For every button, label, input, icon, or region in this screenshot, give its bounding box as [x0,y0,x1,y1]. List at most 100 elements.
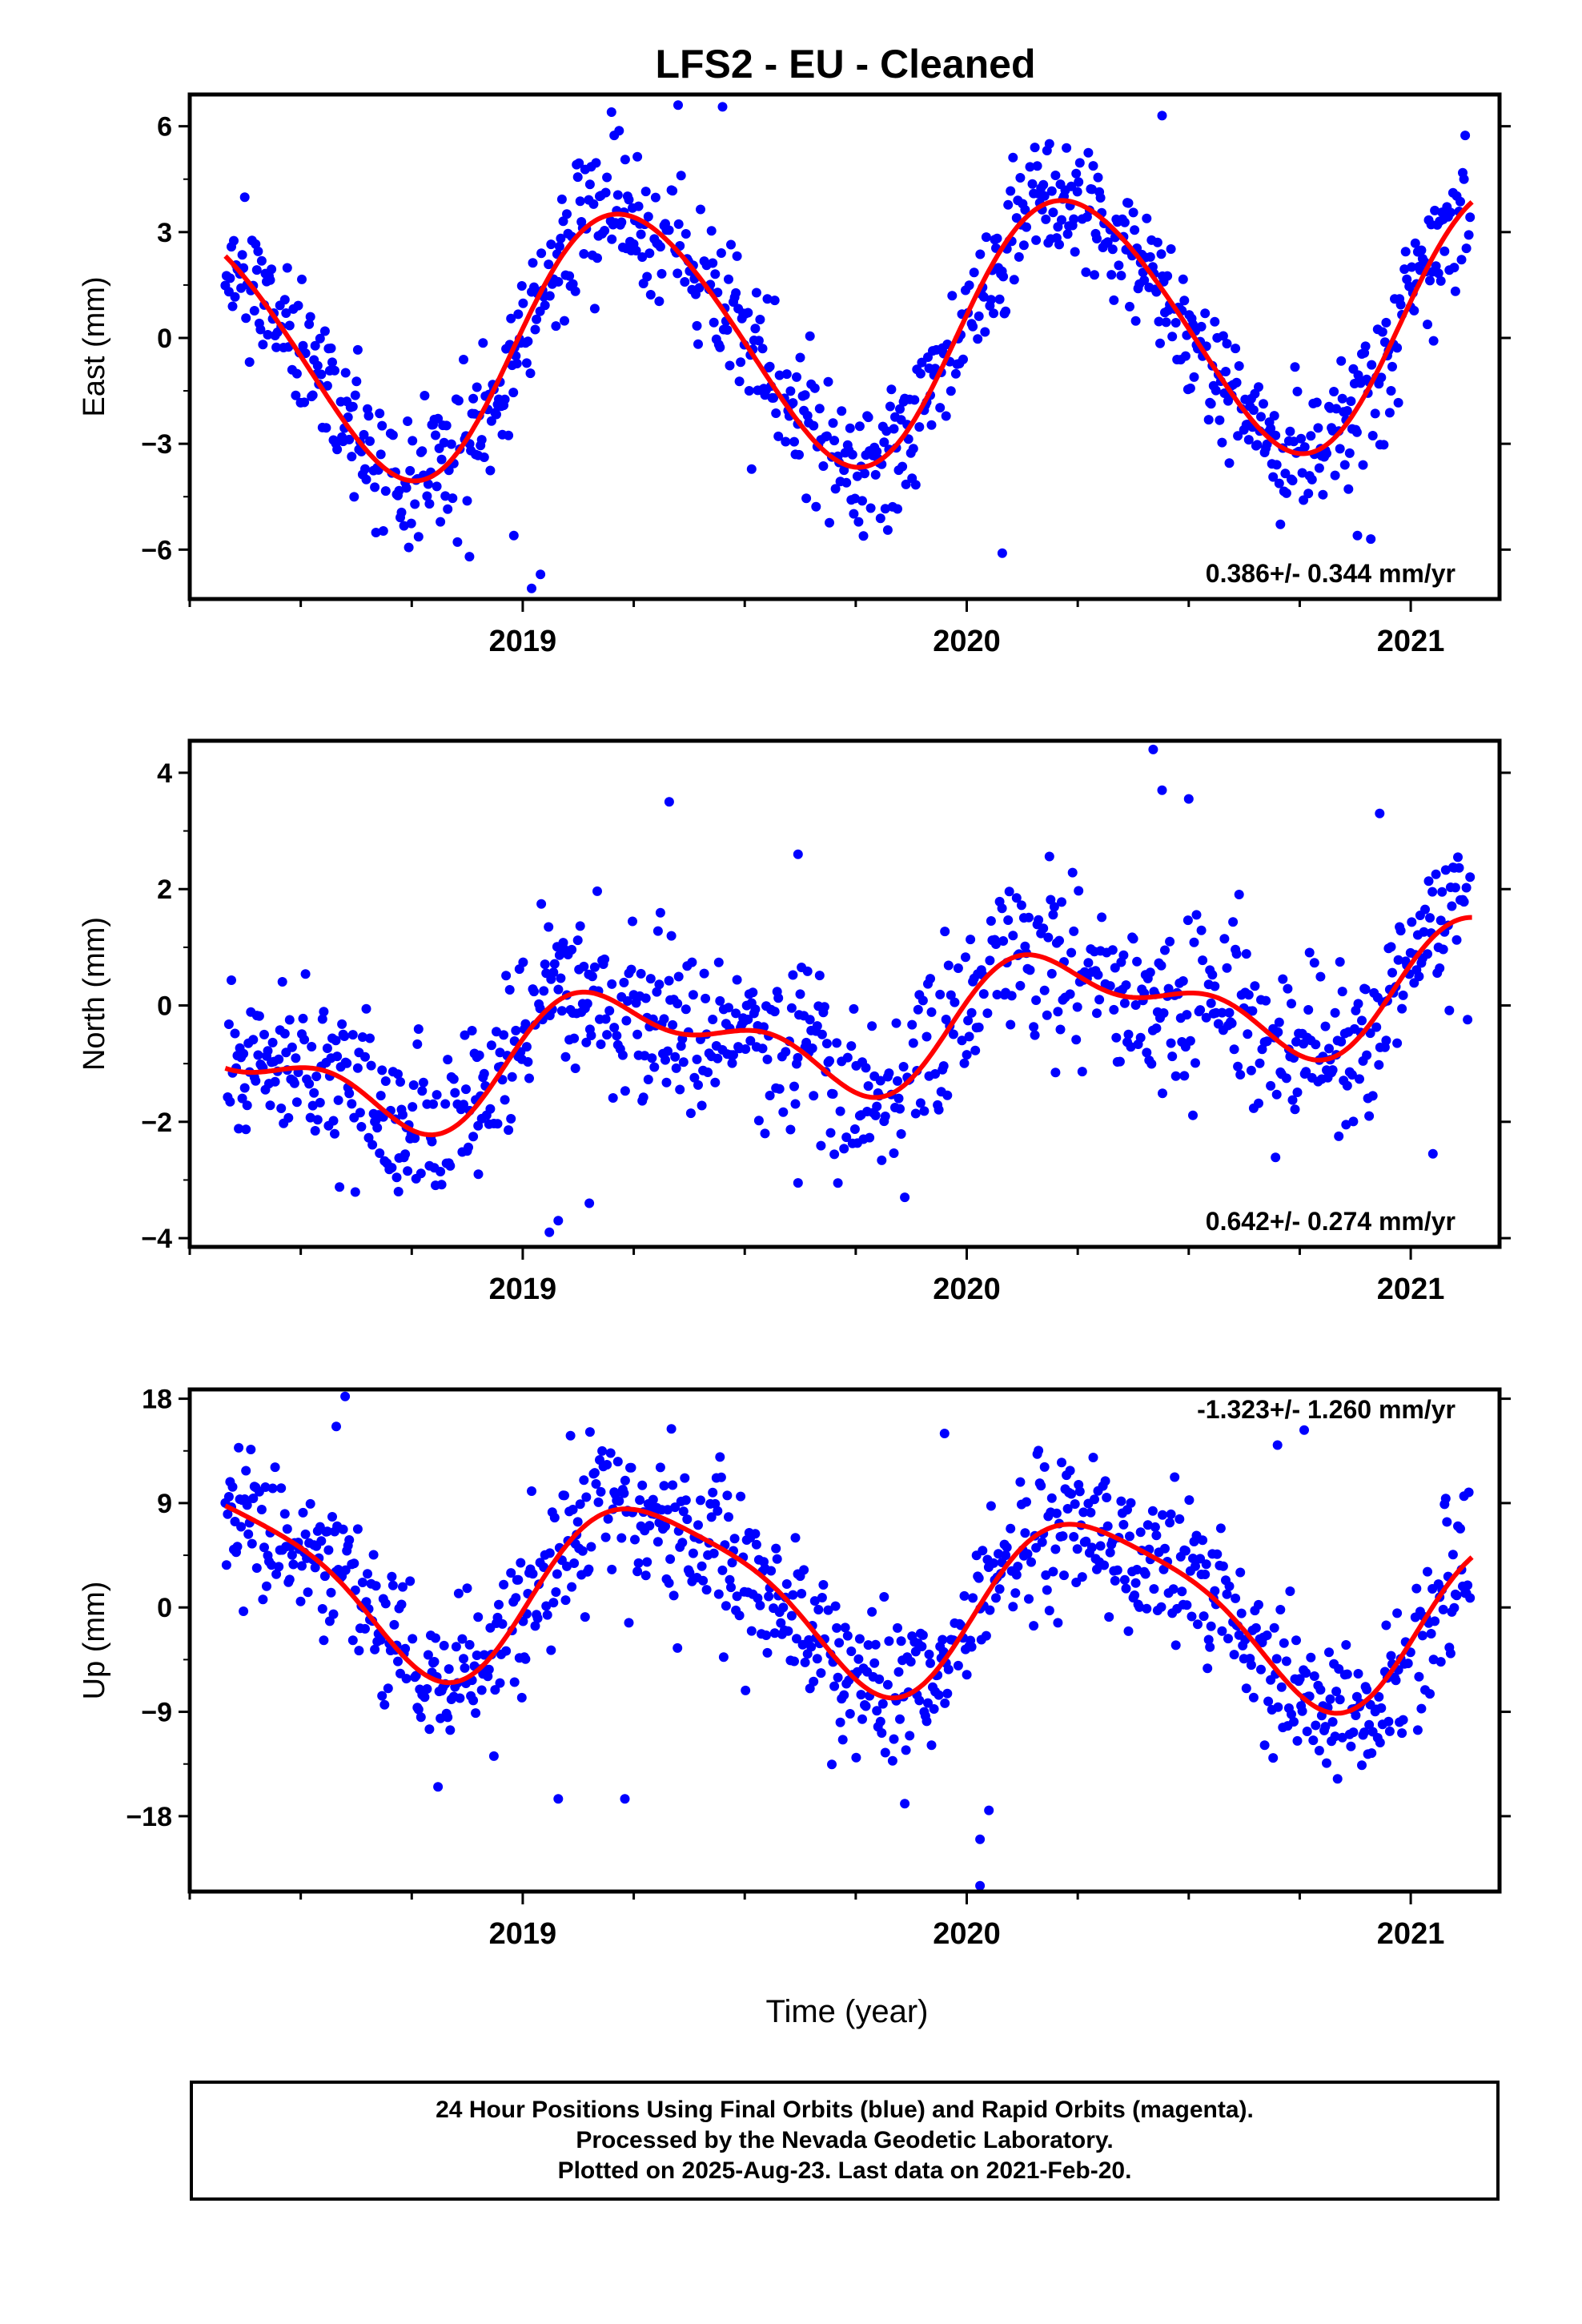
north-point [617,1050,628,1060]
east-point [1425,275,1435,286]
east-point [1336,356,1347,366]
east-point [227,301,238,312]
north-point [291,1097,302,1108]
north-point [1420,904,1430,915]
east-point [1306,431,1316,441]
up-point [715,1452,725,1462]
up-point [817,1593,827,1602]
up-point [506,1568,516,1578]
up-point [942,1688,953,1699]
east-point [631,246,641,255]
north-point [1132,956,1142,967]
east-point [556,194,567,204]
north-point [1254,1098,1263,1108]
up-point [424,1724,435,1735]
east-point [420,391,430,400]
north-point [586,1031,596,1040]
east-point [1003,199,1014,210]
east-point [897,461,908,472]
east-point [1407,262,1417,272]
north-point [544,922,554,932]
up-point [985,1605,995,1615]
north-point [413,1024,424,1034]
east-point [417,446,428,456]
east-point [1086,184,1097,195]
east-point [375,449,386,460]
east-point [478,338,488,348]
north-point [801,1037,812,1047]
up-point [644,1521,655,1531]
north-point [713,1053,723,1063]
north-point [1247,1006,1258,1016]
up-point [727,1558,737,1568]
north-rate-label: 0.642+/- 0.274 mm/yr [1206,1207,1456,1236]
east-point [399,521,409,531]
up-point [1428,1655,1439,1665]
north-point [287,1042,297,1052]
up-point [1425,1689,1435,1699]
north-point [499,1030,509,1040]
east-point [344,434,355,444]
north-point [1435,915,1446,926]
east-point [554,241,564,251]
east-point [753,336,764,346]
north-point [692,1054,702,1064]
up-point [431,1633,440,1643]
up-point [305,1498,315,1509]
footer-line-1: 24 Hour Positions Using Final Orbits (bl… [436,2097,1254,2123]
east-point [645,290,656,300]
up-point [854,1634,865,1644]
up-point [1351,1711,1361,1720]
north-point [311,1072,322,1082]
east-point [312,360,323,371]
up-point [1332,1774,1343,1784]
north-point [1130,1000,1141,1010]
north-point [1206,998,1216,1008]
up-point [297,1561,307,1571]
up-point [989,1558,998,1568]
east-point [1069,214,1079,224]
east-point [1399,264,1410,275]
east-point [1081,267,1091,277]
east-point [947,291,958,301]
east-point [1014,251,1024,262]
east-point [591,158,601,168]
north-point [1229,1044,1239,1055]
north-point [997,903,1007,914]
north-point [875,1076,885,1086]
east-point [1022,222,1031,232]
north-point [1003,915,1014,925]
north-point [1057,897,1066,907]
east-point [347,452,357,462]
east-point [774,370,785,380]
north-point [1054,935,1064,946]
east-point [378,526,388,536]
up-point [612,1457,623,1467]
east-point [413,532,424,542]
up-point [938,1634,948,1645]
up-point [322,1526,332,1537]
east-y-tick-label: −6 [141,535,172,565]
north-point [785,1124,796,1135]
north-point [1135,1032,1146,1043]
north-point [946,990,956,1000]
up-point [1386,1651,1396,1661]
north-point [1165,936,1175,947]
north-point [1371,1022,1382,1032]
up-point [262,1581,271,1591]
up-point [1203,1663,1213,1674]
up-point [1149,1584,1159,1594]
north-point [387,1163,397,1173]
north-point [283,1112,294,1123]
east-point [431,430,440,440]
north-point [347,1099,357,1109]
north-point [501,971,512,981]
north-point [1015,980,1026,991]
east-point [251,239,261,249]
east-point [1062,143,1072,153]
east-y-tick-label: 0 [157,324,172,354]
up-point [861,1701,871,1711]
east-point [1252,440,1263,450]
east-point [809,420,819,431]
up-point [1010,1588,1021,1598]
